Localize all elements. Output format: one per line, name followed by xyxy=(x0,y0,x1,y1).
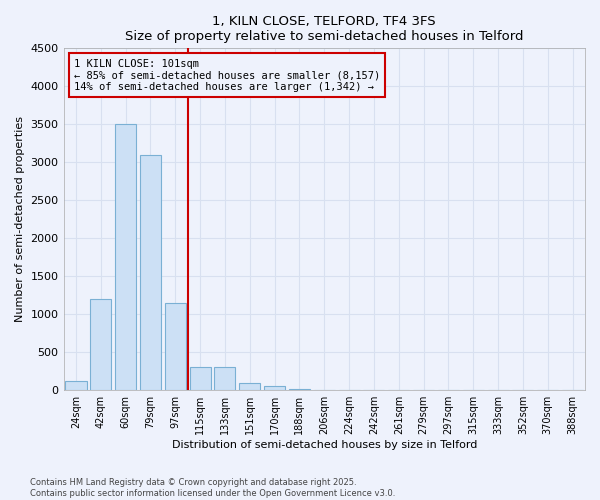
Bar xyxy=(190,368,211,390)
Bar xyxy=(239,382,260,390)
Bar xyxy=(115,124,136,390)
Bar xyxy=(264,386,285,390)
Bar xyxy=(140,154,161,390)
Bar xyxy=(165,303,186,390)
Text: Contains HM Land Registry data © Crown copyright and database right 2025.
Contai: Contains HM Land Registry data © Crown c… xyxy=(30,478,395,498)
Bar xyxy=(90,299,112,390)
Y-axis label: Number of semi-detached properties: Number of semi-detached properties xyxy=(15,116,25,322)
Text: 1 KILN CLOSE: 101sqm
← 85% of semi-detached houses are smaller (8,157)
14% of se: 1 KILN CLOSE: 101sqm ← 85% of semi-detac… xyxy=(74,58,380,92)
Bar xyxy=(214,368,235,390)
Bar xyxy=(65,381,86,390)
Title: 1, KILN CLOSE, TELFORD, TF4 3FS
Size of property relative to semi-detached house: 1, KILN CLOSE, TELFORD, TF4 3FS Size of … xyxy=(125,15,524,43)
X-axis label: Distribution of semi-detached houses by size in Telford: Distribution of semi-detached houses by … xyxy=(172,440,477,450)
